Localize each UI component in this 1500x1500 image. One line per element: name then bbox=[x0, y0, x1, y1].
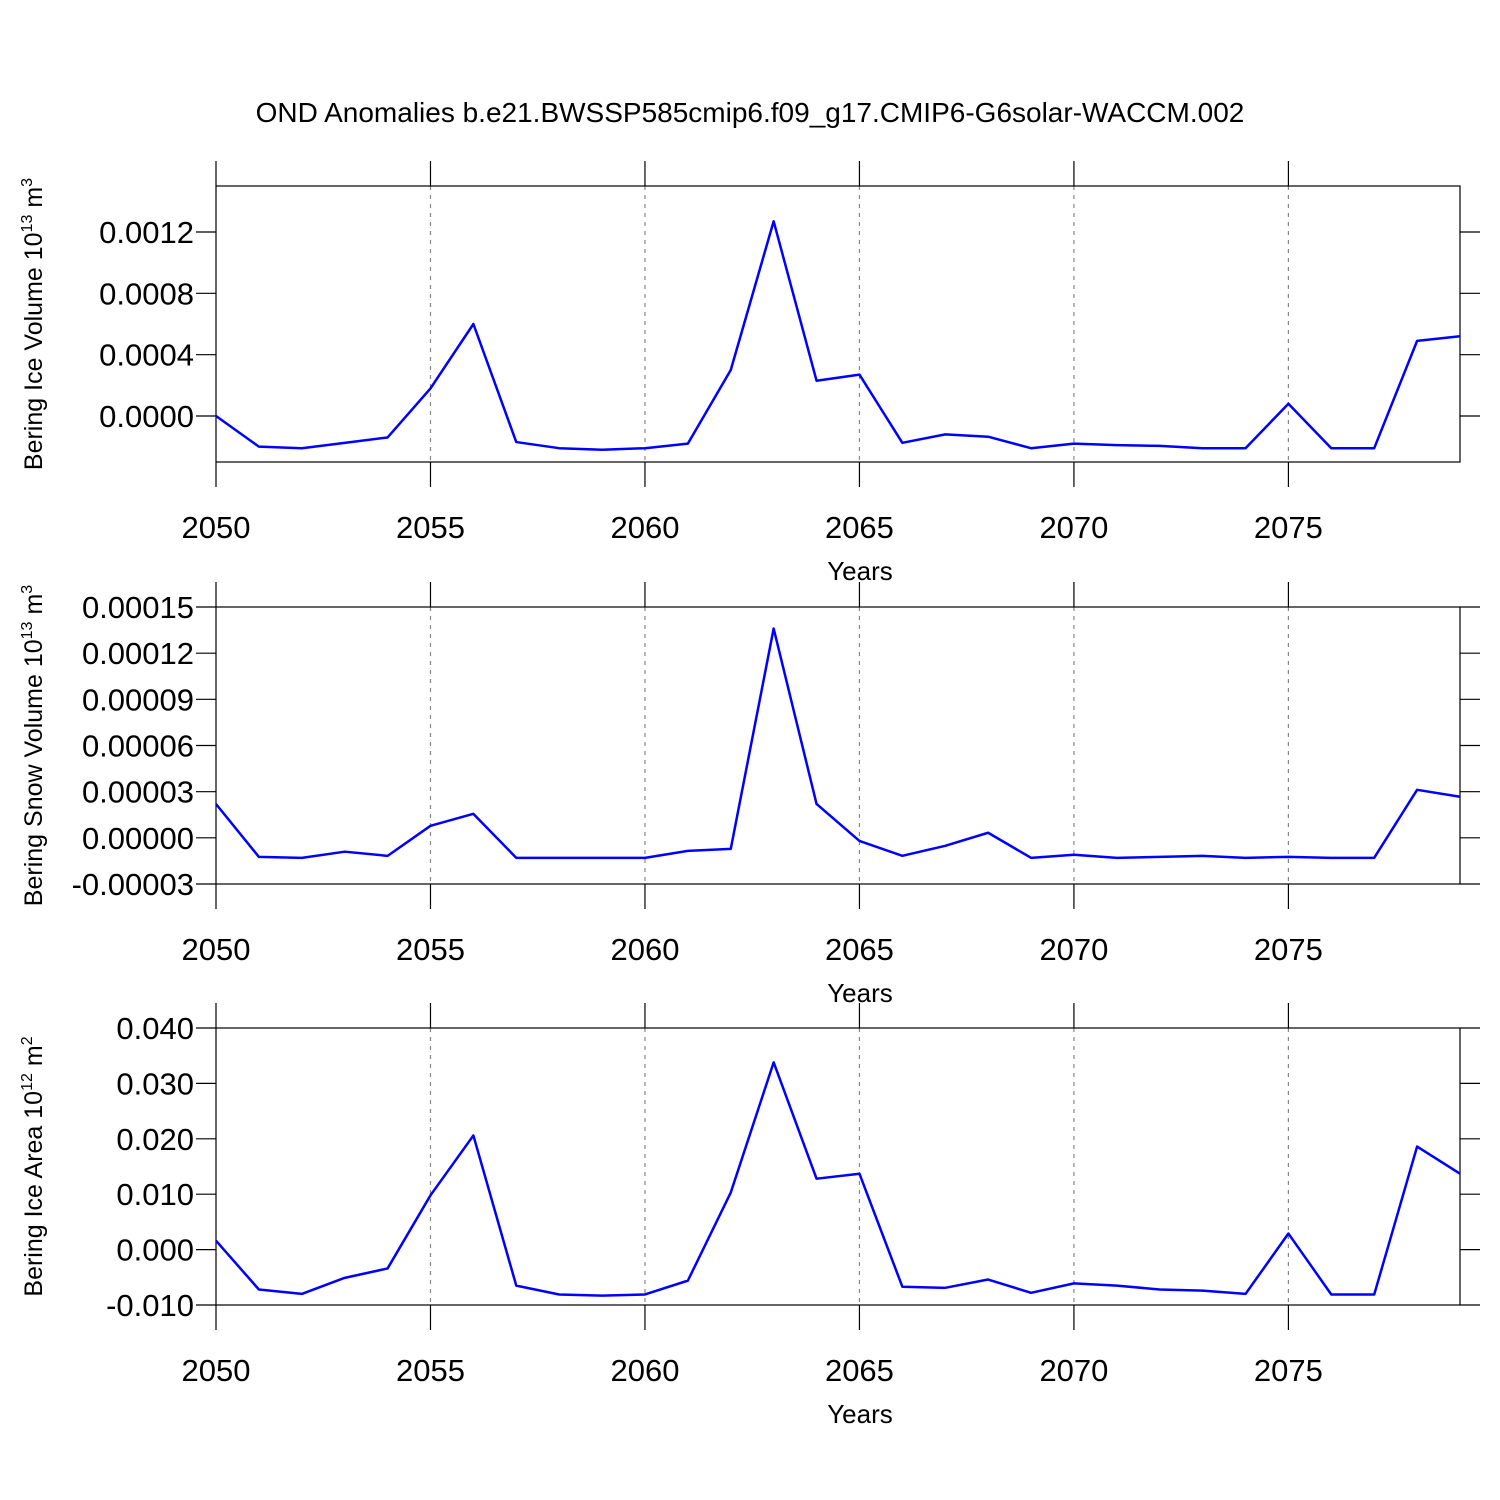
plot-frame bbox=[215, 606, 1461, 885]
y-label-exponent: 13 bbox=[19, 215, 36, 233]
y-tick-label: -0.010 bbox=[106, 1288, 194, 1323]
x-tick-label: 2050 bbox=[182, 1353, 251, 1388]
y-tick-label: 0.010 bbox=[116, 1177, 194, 1212]
x-tick-label: 2060 bbox=[610, 1353, 679, 1388]
y-tick-label: 0.030 bbox=[116, 1066, 194, 1101]
y-label-unit: m bbox=[20, 594, 48, 615]
x-tick-label: 2065 bbox=[825, 510, 894, 545]
y-tick-label: 0.040 bbox=[116, 1011, 194, 1046]
panel: 2050 2055 2060 2065 2070 2075 Years 0.0000 0.000… bbox=[19, 161, 1480, 586]
x-tick-label: 2050 bbox=[182, 932, 251, 967]
plot-frame bbox=[215, 185, 1461, 463]
x-tick-label: 2075 bbox=[1254, 932, 1323, 967]
y-tick-label: -0.00003 bbox=[72, 867, 194, 902]
y-axis-label: Bering Ice Volume 1013 m3 bbox=[19, 178, 48, 470]
x-tick-label: 2070 bbox=[1039, 510, 1108, 545]
y-tick-label: 0.000 bbox=[116, 1233, 194, 1268]
y-label-unit-exponent: 2 bbox=[19, 1036, 36, 1045]
y-tick-label: 0.0000 bbox=[99, 399, 194, 434]
x-tick-label: 2060 bbox=[610, 510, 679, 545]
x-axis-label: Years bbox=[827, 1399, 893, 1429]
y-label-unit-exponent: 3 bbox=[19, 585, 36, 594]
data-line bbox=[215, 627, 1461, 860]
y-label-exponent: 13 bbox=[19, 621, 36, 639]
y-tick-label: 0.020 bbox=[116, 1122, 194, 1157]
y-label-text: Bering Ice Volume 10 bbox=[20, 232, 48, 470]
x-tick-label: 2075 bbox=[1254, 1353, 1323, 1388]
y-label-exponent: 12 bbox=[19, 1073, 36, 1091]
x-tick-label: 2060 bbox=[610, 932, 679, 967]
x-tick-label: 2070 bbox=[1039, 932, 1108, 967]
x-tick-label: 2055 bbox=[396, 932, 465, 967]
x-tick-label: 2055 bbox=[396, 1353, 465, 1388]
y-label-text: Bering Ice Area 10 bbox=[20, 1091, 48, 1297]
y-label-unit-exponent: 3 bbox=[19, 178, 36, 187]
y-label-unit: m bbox=[20, 187, 48, 208]
x-tick-label: 2070 bbox=[1039, 1353, 1108, 1388]
y-axis-label: Bering Ice Area 1012 m2 bbox=[19, 1036, 48, 1296]
figure-title: OND Anomalies b.e21.BWSSP585cmip6.f09_g1… bbox=[256, 97, 1245, 128]
y-tick-label: 0.0012 bbox=[99, 215, 194, 250]
y-tick-label: 0.0008 bbox=[99, 276, 194, 311]
y-tick-label: 0.00003 bbox=[82, 775, 194, 810]
x-tick-label: 2065 bbox=[825, 932, 894, 967]
plot-frame bbox=[215, 1027, 1461, 1306]
y-tick-label: 0.00012 bbox=[82, 636, 194, 671]
panel: 2050 2055 2060 2065 2070 2075 Years -0.010 0.000… bbox=[19, 1003, 1480, 1429]
data-line bbox=[215, 1061, 1461, 1297]
x-axis-label: Years bbox=[827, 556, 893, 586]
y-tick-label: 0.00006 bbox=[82, 729, 194, 764]
y-tick-label: 0.00009 bbox=[82, 682, 194, 717]
y-tick-label: 0.0004 bbox=[99, 338, 194, 373]
y-label-unit: m bbox=[20, 1045, 48, 1066]
x-tick-label: 2065 bbox=[825, 1353, 894, 1388]
data-line bbox=[215, 220, 1461, 451]
y-tick-label: 0.00000 bbox=[82, 821, 194, 856]
x-tick-label: 2055 bbox=[396, 510, 465, 545]
panel: 2050 2055 2060 2065 2070 2075Years-0.000030.0… bbox=[19, 582, 1480, 1008]
y-axis-label: Bering Snow Volume 1013 m3 bbox=[19, 585, 48, 906]
y-tick-label: 0.00015 bbox=[82, 590, 194, 625]
y-label-text: Bering Snow Volume 10 bbox=[20, 639, 48, 906]
x-tick-label: 2050 bbox=[182, 510, 251, 545]
x-tick-label: 2075 bbox=[1254, 510, 1323, 545]
